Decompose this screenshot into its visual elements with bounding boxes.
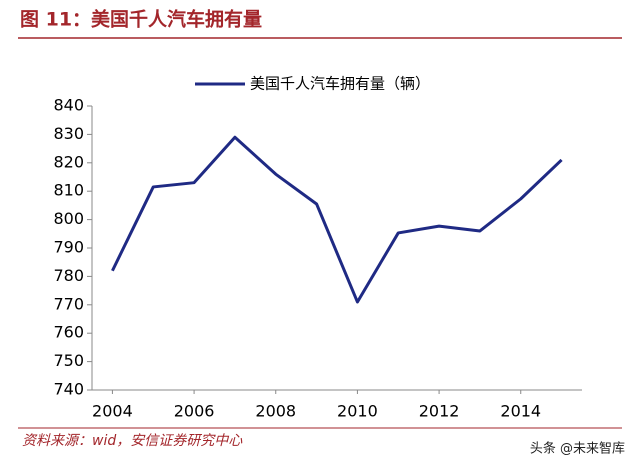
y-tick-label: 740	[53, 380, 84, 399]
x-tick-label: 2008	[255, 402, 296, 421]
y-tick-label: 770	[53, 294, 84, 313]
y-tick-label: 830	[53, 124, 84, 143]
watermark: 头条 @未来智库	[530, 441, 625, 457]
y-tick-label: 800	[53, 209, 84, 228]
chart-title: 图 11：美国千人汽车拥有量	[20, 8, 262, 31]
y-tick-label: 760	[53, 323, 84, 342]
x-tick-label: 2004	[92, 402, 133, 421]
y-tick-label: 840	[53, 96, 84, 115]
x-tick-label: 2010	[337, 402, 378, 421]
line	[111, 135, 563, 304]
x-tick-label: 2006	[174, 402, 215, 421]
y-tick-label: 820	[53, 152, 84, 171]
x-tick-label: 2012	[419, 402, 460, 421]
x-tick-label: 2014	[500, 402, 541, 421]
y-tick-label: 780	[53, 266, 84, 285]
y-tick-label: 790	[53, 238, 84, 257]
legend-label: 美国千人汽车拥有量（辆）	[250, 75, 430, 93]
source: 资料来源：wid，安信证券研究中心	[22, 433, 243, 449]
y-tick-label: 750	[53, 351, 84, 370]
y-tick-label: 810	[53, 181, 84, 200]
